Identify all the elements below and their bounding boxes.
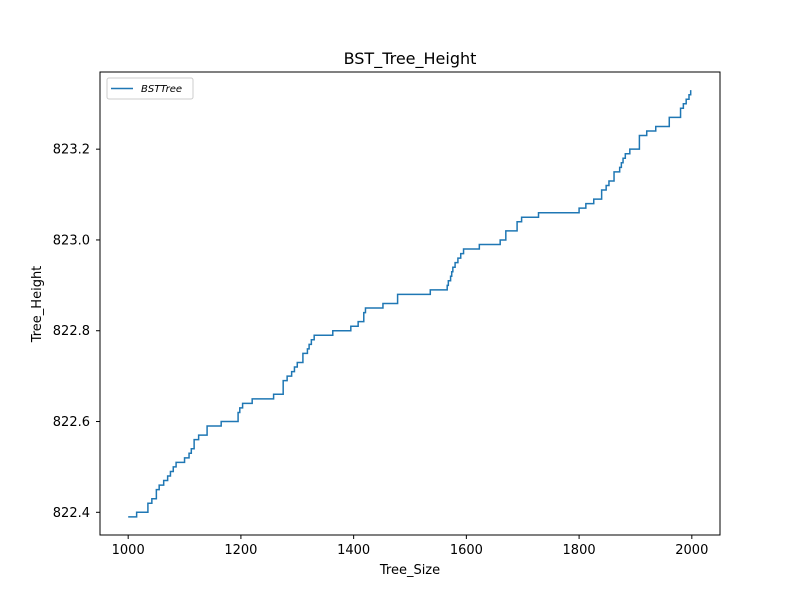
chart-title: BST_Tree_Height — [344, 49, 477, 69]
plot-area — [128, 90, 692, 518]
x-tick-label: 1000 — [112, 543, 145, 558]
x-axis-label: Tree_Size — [379, 563, 440, 578]
y-axis-label: Tree_Height — [30, 266, 45, 344]
x-tick-label: 2000 — [675, 543, 708, 558]
legend-label: BSTTree — [141, 84, 182, 95]
y-tick-label: 822.8 — [53, 324, 90, 339]
y-tick-label: 822.6 — [53, 415, 90, 430]
y-tick-label: 822.4 — [53, 506, 90, 521]
x-axis: 1000 1200 1400 1600 1800 2000 — [112, 535, 708, 558]
y-tick-label: 823.2 — [53, 143, 90, 158]
x-tick-label: 1800 — [563, 543, 596, 558]
x-tick-label: 1600 — [450, 543, 483, 558]
x-tick-label: 1400 — [337, 543, 370, 558]
series-line-bsttree — [128, 90, 692, 518]
axes-frame — [99, 71, 721, 536]
x-tick-label: 1200 — [224, 543, 257, 558]
legend: BSTTree — [106, 77, 194, 100]
y-tick-label: 823.0 — [53, 233, 90, 248]
legend-box — [106, 77, 194, 100]
y-axis: 822.4 822.6 822.8 823.0 823.2 — [53, 143, 100, 521]
